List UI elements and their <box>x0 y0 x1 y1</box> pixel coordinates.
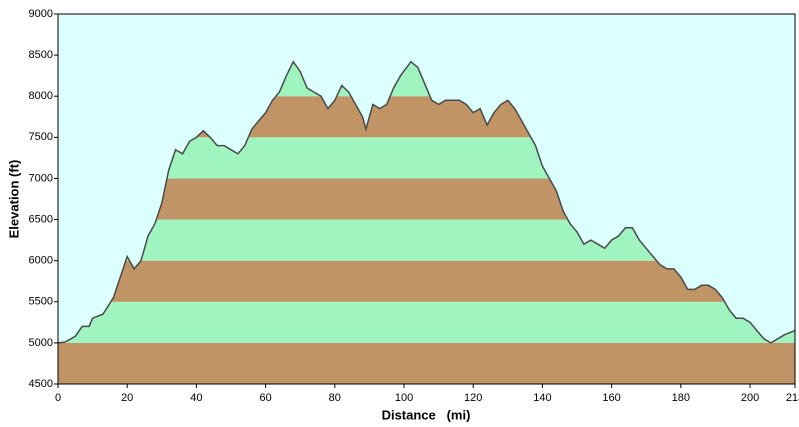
x-tick-label: 160 <box>602 392 620 404</box>
x-tick-label: 120 <box>464 392 482 404</box>
x-tick-label: 180 <box>672 392 690 404</box>
x-tick-label: 80 <box>329 392 341 404</box>
elevation-band <box>58 342 795 384</box>
y-tick-label: 7000 <box>29 172 53 184</box>
y-tick-label: 7500 <box>29 131 53 143</box>
y-axis-title: Elevation (ft) <box>6 160 21 239</box>
x-tick-label: 100 <box>395 392 413 404</box>
x-tick-label: 140 <box>533 392 551 404</box>
x-axis-title: Distance (mi) <box>382 407 471 422</box>
y-tick-label: 9000 <box>29 8 53 20</box>
y-tick-label: 5000 <box>29 337 53 349</box>
profile-line <box>57 60 796 344</box>
elevation-band <box>58 301 795 343</box>
y-tick-label: 8500 <box>29 49 53 61</box>
x-tick-label: 0 <box>55 392 61 404</box>
x-tick-label: 213 <box>786 392 799 404</box>
y-tick-label: 6000 <box>29 255 53 267</box>
plot-frame <box>57 13 796 385</box>
y-tick-label: 4500 <box>29 378 53 390</box>
x-tick-label: 60 <box>259 392 271 404</box>
x-tick-label: 40 <box>190 392 202 404</box>
x-tick-label: 200 <box>741 392 759 404</box>
x-tick-label: 20 <box>121 392 133 404</box>
y-tick-label: 5500 <box>29 296 53 308</box>
y-tick-label: 6500 <box>29 213 53 225</box>
y-tick-label: 8000 <box>29 90 53 102</box>
